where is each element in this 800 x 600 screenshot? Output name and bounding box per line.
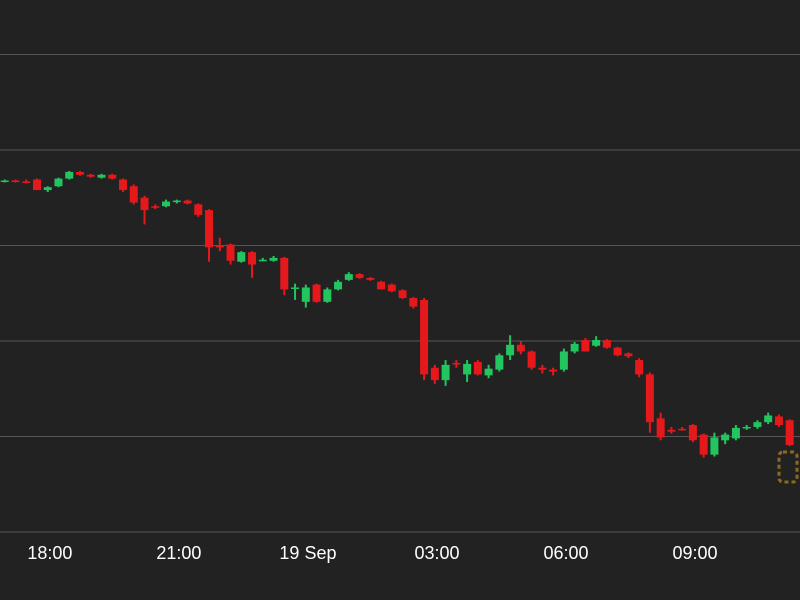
candle-body	[194, 204, 203, 215]
candle-body	[613, 347, 622, 356]
candle-body	[484, 368, 493, 376]
candle-body	[645, 374, 654, 423]
candle-body	[570, 343, 579, 352]
candle-body	[409, 297, 418, 307]
candle-body	[172, 200, 181, 203]
candle-body	[301, 287, 310, 302]
candle-body	[527, 351, 536, 368]
candle-body	[22, 181, 31, 183]
candle-body	[32, 179, 41, 191]
candle-body	[678, 428, 687, 431]
candle-body	[54, 178, 63, 187]
candle-body	[581, 340, 590, 352]
candle-body	[549, 369, 558, 372]
candle-body	[323, 289, 332, 302]
candle-body	[785, 420, 794, 446]
candle-body	[506, 344, 515, 356]
candle-body	[226, 244, 235, 261]
candle-body	[258, 259, 267, 262]
x-tick-label: 09:00	[673, 543, 718, 563]
candle-body	[473, 361, 482, 375]
candle-body	[162, 201, 171, 207]
candle-body	[764, 415, 773, 423]
candle-body	[602, 340, 611, 348]
candle-body	[129, 186, 138, 203]
candle-body	[592, 340, 601, 346]
candle-body	[11, 180, 20, 183]
candle-body	[97, 174, 106, 178]
candle-body	[387, 284, 396, 292]
x-tick-label: 18:00	[27, 543, 72, 563]
candle-body	[710, 437, 719, 455]
candle-body	[280, 257, 289, 290]
candle-body	[291, 287, 300, 289]
candle-body	[516, 344, 525, 352]
candle-body	[183, 200, 192, 204]
candle-body	[742, 426, 751, 429]
candle-body	[215, 245, 224, 248]
x-tick-label: 06:00	[543, 543, 588, 563]
candle-body	[430, 367, 439, 381]
candle-body	[355, 274, 364, 278]
candle-body	[86, 174, 95, 177]
candle-body	[538, 367, 547, 370]
candle-body	[205, 210, 214, 248]
candle-body	[237, 252, 246, 262]
candle-body	[140, 197, 149, 211]
candle-body	[43, 187, 52, 191]
candle-body	[0, 180, 9, 183]
candle-body	[108, 174, 117, 179]
candle-body	[688, 425, 697, 441]
plot: 18:00 21:00 19 Sep 03:00 06:00 09:00	[0, 53, 800, 563]
candle-body	[312, 284, 321, 302]
candle-body	[452, 362, 461, 365]
candle-body	[344, 274, 353, 280]
candle-body	[65, 171, 74, 179]
candle-body	[119, 179, 128, 191]
price-marker	[777, 450, 799, 484]
candle-body	[731, 427, 740, 439]
candle-body	[463, 363, 472, 375]
candle-body	[774, 416, 783, 426]
candle-body	[441, 364, 450, 381]
candle-body	[76, 171, 84, 175]
candle-body	[635, 360, 644, 375]
candle-body	[753, 422, 762, 427]
candle-body	[721, 434, 730, 441]
candle-body	[366, 277, 375, 280]
candle-body	[269, 257, 278, 261]
candle-body	[420, 299, 429, 375]
candle-body	[656, 418, 665, 438]
candle-body	[398, 290, 407, 298]
x-tick-label: 03:00	[414, 543, 459, 563]
candle-body	[559, 351, 568, 370]
x-tick-label: 21:00	[156, 543, 201, 563]
candle-body	[667, 429, 676, 432]
candle-body	[699, 434, 708, 455]
candle-body	[151, 206, 160, 208]
candle-body	[377, 281, 386, 290]
x-tick-label: 19 Sep	[279, 543, 336, 563]
candle-body	[334, 281, 343, 290]
candle-body	[495, 355, 504, 370]
candle-body	[248, 252, 257, 265]
candle-body	[624, 353, 633, 357]
